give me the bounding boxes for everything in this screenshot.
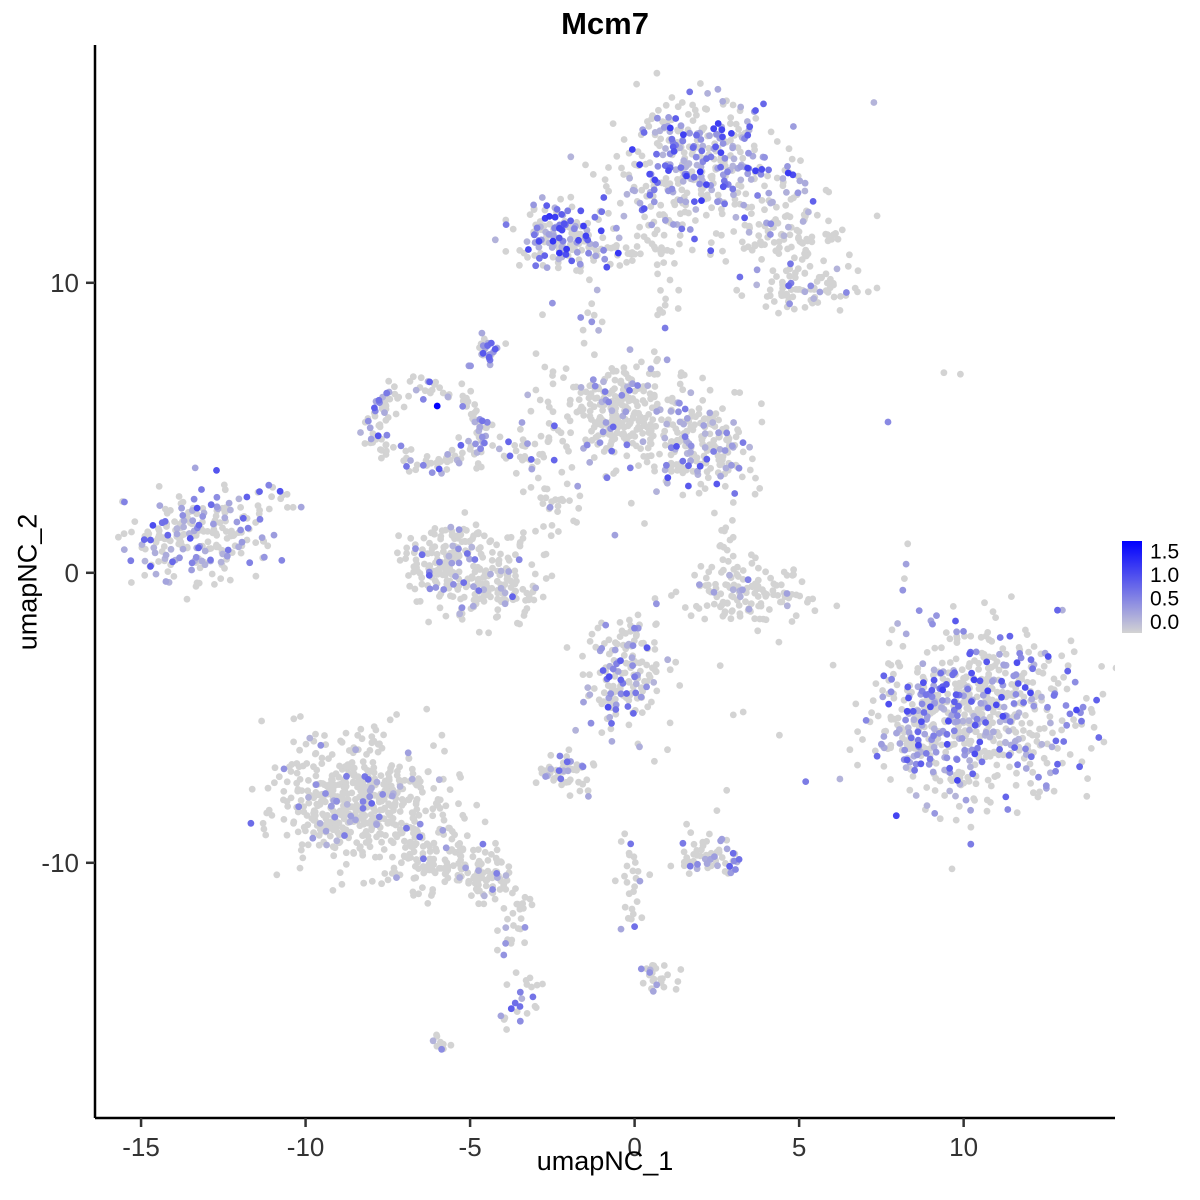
- x-tick-label: 10: [949, 1132, 978, 1162]
- plot-title: Mcm7: [561, 6, 649, 41]
- legend-colorbar: 1.51.00.50.0: [1122, 541, 1179, 634]
- x-tick-label: 0: [627, 1132, 641, 1162]
- x-axis: -15 -10 -5 0 5 10: [95, 1116, 1115, 1162]
- x-tick-label: 5: [792, 1132, 806, 1162]
- x-tick-label: -15: [122, 1132, 160, 1162]
- y-tick-label: 10: [50, 268, 79, 298]
- x-tick-label: -5: [459, 1132, 482, 1162]
- points-layer: [115, 69, 1115, 1053]
- y-axis-label: umapNC_2: [12, 513, 43, 651]
- y-axis: -10 0 10: [41, 45, 97, 1118]
- x-axis-label: umapNC_1: [536, 1146, 674, 1176]
- legend-tick-label: 0.5: [1150, 588, 1179, 611]
- legend-tick-label: 1.0: [1150, 564, 1179, 587]
- legend-tick-label: 0.0: [1150, 611, 1179, 634]
- legend-tick-label: 1.5: [1150, 541, 1179, 564]
- x-tick-label: -10: [287, 1132, 325, 1162]
- y-tick-label: -10: [41, 848, 79, 878]
- y-tick-label: 0: [65, 558, 79, 588]
